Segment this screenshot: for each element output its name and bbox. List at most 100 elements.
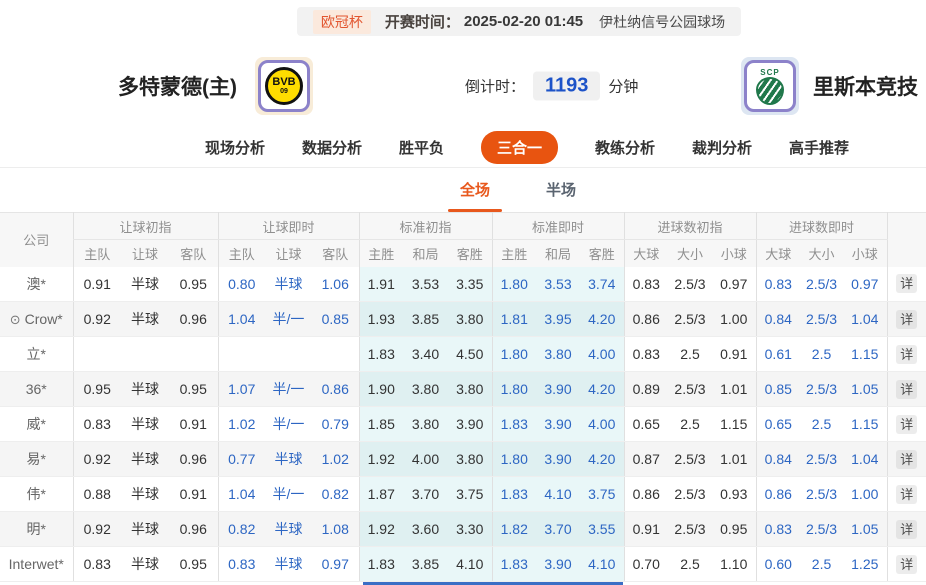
odds-cell: 2.5/3	[800, 301, 844, 337]
subcol-header: 主胜	[358, 239, 403, 267]
odds-cell: 3.53	[403, 266, 448, 302]
odds-cell: 4.20	[580, 371, 624, 407]
active-subtab-underline	[447, 208, 502, 212]
odds-cell: 1.80	[491, 371, 536, 407]
odds-cell: 2.5/3	[668, 266, 712, 302]
odds-cell: 4.00	[580, 406, 624, 442]
odds-cell: 2.5/3	[668, 476, 712, 512]
odds-cell: 2.5	[800, 406, 844, 442]
odds-cell: 0.77	[217, 441, 265, 477]
subtab-half-match[interactable]: 半场	[546, 169, 576, 212]
football-icon: ⊙	[9, 311, 21, 327]
countdown-label: 倒计时：	[465, 78, 526, 96]
league-badge[interactable]: 欧冠杯	[312, 9, 371, 34]
odds-cell: 3.80	[536, 336, 580, 372]
odds-cell: 0.84	[755, 441, 801, 477]
odds-cell: 3.85	[403, 301, 448, 337]
detail-link[interactable]: 详	[896, 554, 918, 574]
countdown-value: 1193	[545, 74, 589, 97]
odds-cell: 0.82	[217, 511, 265, 547]
odds-cell: 4.10	[580, 546, 624, 582]
odds-cell: 1.82	[491, 511, 536, 547]
subcol-header: 大球	[623, 239, 668, 267]
odds-cell: 0.70	[623, 546, 668, 582]
detail-link[interactable]: 详	[896, 344, 918, 364]
subtab-full-match[interactable]: 全场	[447, 169, 502, 212]
odds-cell: 0.93	[712, 476, 757, 512]
odds-cell: 2.5/3	[800, 266, 844, 302]
odds-cell: 3.90	[536, 546, 580, 582]
odds-cell: 2.5/3	[800, 371, 844, 407]
odds-cell: 半/一	[265, 406, 312, 442]
odds-cell: 0.83	[217, 546, 265, 582]
odds-cell: 0.88	[72, 476, 121, 512]
tab-three-in-one[interactable]: 三合一	[480, 131, 558, 164]
home-logo-frame: BVB 09	[258, 60, 310, 112]
home-logo-text: BVB	[272, 76, 296, 88]
tab-live-analysis[interactable]: 现场分析	[204, 140, 265, 157]
odds-cell: 1.01	[712, 371, 757, 407]
odds-cell: 半球	[121, 546, 169, 582]
tab-win-draw-lose[interactable]: 胜平负	[398, 140, 444, 157]
company-name: Interwet*	[0, 546, 73, 582]
company-name: 威*	[0, 406, 73, 442]
detail-link[interactable]: 详	[896, 519, 918, 539]
home-logo-sub: 09	[280, 88, 288, 95]
detail-link[interactable]: 详	[896, 379, 918, 399]
match-info-bar: 欧冠杯 开赛时间： 2025-02-20 01:45 伊杜纳信号公园球场	[296, 7, 742, 36]
odds-cell: 1.25	[843, 546, 888, 582]
odds-cell: 1.02	[217, 406, 265, 442]
detail-link[interactable]: 详	[896, 309, 918, 329]
odds-cell: 0.84	[755, 301, 801, 337]
odds-cell: 3.90	[536, 441, 580, 477]
detail-link[interactable]: 详	[896, 274, 918, 294]
detail-link[interactable]: 详	[896, 484, 918, 504]
subcol-header: 主队	[217, 239, 265, 267]
main-tabs: 现场分析 数据分析 胜平负 三合一 教练分析 裁判分析 高手推荐	[205, 131, 849, 164]
odds-cell: 0.85	[755, 371, 801, 407]
tab-referee-analysis[interactable]: 裁判分析	[692, 140, 753, 157]
odds-cell: 1.80	[491, 441, 536, 477]
tabs-row: 现场分析 数据分析 胜平负 三合一 教练分析 裁判分析 高手推荐	[0, 128, 926, 168]
odds-cell: 半/一	[265, 301, 312, 337]
odds-cell: 0.91	[169, 476, 218, 512]
home-team-logo: BVB 09	[255, 57, 313, 115]
odds-cell: 半/一	[265, 371, 312, 407]
odds-table-body: 澳* 0.91 半球 0.95 0.80 半球 1.06 1.91 3.53 3.35 1.80 3.…	[0, 266, 926, 582]
subcol-header: 大小	[668, 239, 712, 267]
tab-expert-picks[interactable]: 高手推荐	[789, 140, 850, 157]
detail-link[interactable]: 详	[896, 449, 918, 469]
detail-link[interactable]: 详	[896, 414, 918, 434]
odds-cell: 0.97	[312, 546, 359, 582]
away-logo-text: SCP	[760, 67, 780, 77]
odds-cell: 1.15	[843, 406, 888, 442]
subcol-header: 大球	[755, 239, 801, 267]
odds-cell: 1.80	[491, 266, 536, 302]
odds-cell: 半球	[121, 441, 169, 477]
odds-cell: 1.07	[217, 371, 265, 407]
subcol-header: 和局	[536, 239, 580, 267]
odds-cell: 0.83	[755, 266, 801, 302]
tab-coach-analysis[interactable]: 教练分析	[595, 140, 656, 157]
odds-cell	[121, 336, 169, 372]
odds-cell: 1.04	[843, 441, 888, 477]
odds-cell: 半球	[265, 266, 312, 302]
group-header-1x2-initial: 标准初指	[358, 212, 492, 240]
odds-cell: 半球	[121, 476, 169, 512]
detail-cell: 详	[886, 371, 926, 407]
odds-cell: 1.01	[712, 441, 757, 477]
table-row: 立* 1.83 3.40 4.50 1.80 3.80 4.00 0.83 2.5 0.91 0.6…	[0, 336, 926, 372]
home-team-name: 多特蒙德(主)	[118, 76, 237, 99]
table-row: 易* 0.92 半球 0.96 0.77 半球 1.02 1.92 4.00 3.80 1.80 3.…	[0, 441, 926, 477]
period-subtabs: 全场 半场	[447, 169, 576, 212]
odds-cell: 3.55	[580, 511, 624, 547]
odds-cell: 1.85	[358, 406, 403, 442]
odds-cell: 0.65	[623, 406, 668, 442]
company-name: 澳*	[0, 266, 73, 302]
tab-data-analysis[interactable]: 数据分析	[301, 140, 362, 157]
odds-cell: 2.5/3	[800, 441, 844, 477]
odds-cell: 3.75	[580, 476, 624, 512]
odds-cell: 3.80	[448, 301, 492, 337]
kickoff-time: 2025-02-20 01:45	[463, 13, 584, 30]
odds-cell: 4.10	[536, 476, 580, 512]
